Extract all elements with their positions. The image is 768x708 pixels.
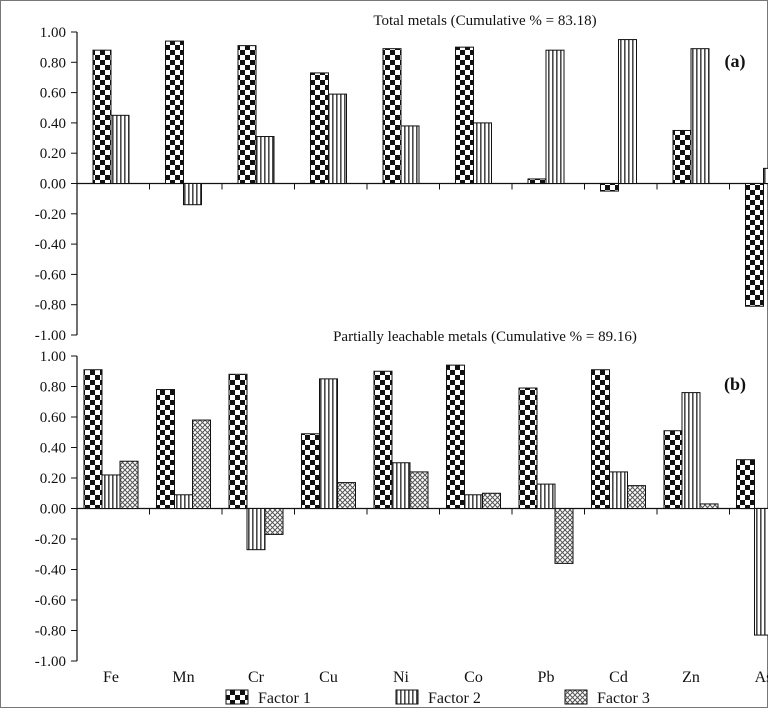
x-category-label-cd: Cd [609, 669, 628, 686]
panel-b-bar-ni-factor-1 [373, 370, 393, 509]
panel-a-bar-cr-factor-2 [255, 136, 275, 185]
panel-b-y-tick-label: 1.00 [40, 349, 66, 365]
panel-b-bar-cu-factor-2 [319, 378, 338, 509]
panel-b-bar-zn-factor-2 [681, 392, 701, 510]
panel-b-bar-cd-factor-3 [627, 485, 646, 509]
panel-b-bar-ni-factor-2 [391, 462, 411, 509]
legend: Factor 1 Factor 2 Factor 3 [225, 689, 650, 707]
panel-b-bar-ni-factor-3 [409, 471, 429, 509]
panel-b-bar-as-factor-2 [754, 508, 768, 636]
panel-b-y-tick-label: -1.00 [35, 654, 66, 670]
panel-b-y-tick-label: 0.60 [40, 410, 66, 426]
x-category-label-as: As [755, 669, 768, 686]
panel-a-y-tick-label: -1.00 [35, 328, 66, 344]
panel-a-y-tick-label: 1.00 [40, 25, 66, 41]
panel-b-bar-cr-factor-2 [246, 508, 266, 551]
panel-a-y-tick-label: 0.40 [40, 116, 66, 132]
x-category-label-ni: Ni [393, 669, 410, 686]
legend-swatch-factor-3 [564, 689, 588, 705]
panel-b-y-tick-label: -0.80 [35, 624, 66, 640]
panel-b-y-tick-label: -0.40 [35, 563, 66, 579]
panel-a-y-tick-label: -0.40 [35, 237, 66, 253]
panel-a-total-metals: Total metals (Cumulative % = 83.18) (a) … [35, 13, 768, 344]
x-category-label-cu: Cu [319, 669, 338, 686]
panel-a-bar-co-factor-1 [455, 46, 474, 185]
panel-a-y-tick-label: 0.80 [40, 55, 66, 71]
panel-a-bar-zn-factor-1 [672, 129, 692, 185]
x-category-label-mn: Mn [172, 669, 194, 686]
legend-label-factor-2: Factor 2 [428, 690, 481, 707]
x-category-label-fe: Fe [103, 669, 119, 686]
panel-a-bar-as-factor-2 [763, 167, 768, 185]
x-category-label-co: Co [464, 669, 483, 686]
panel-a-bar-pb-factor-2 [545, 49, 565, 185]
panel-b-bar-zn-factor-3 [699, 503, 719, 509]
panel-b-bar-fe-factor-1 [83, 369, 103, 509]
panel-b-title: Partially leachable metals (Cumulative %… [333, 329, 637, 345]
panel-b-bar-cd-factor-2 [609, 471, 628, 509]
panel-b-y-tick-label: 0.00 [40, 502, 66, 518]
panel-a-bar-ni-factor-2 [400, 125, 420, 184]
panel-b-bar-zn-factor-1 [663, 430, 683, 510]
panel-a-bar-fe-factor-1 [92, 49, 112, 185]
panel-a-label: (a) [725, 51, 746, 72]
panel-b-bar-as-factor-1 [736, 459, 755, 510]
panel-b-bar-co-factor-1 [446, 364, 465, 509]
panel-a-bar-co-factor-2 [473, 122, 492, 184]
x-category-label-cr: Cr [248, 669, 265, 686]
panel-b-y-tick-label: 0.20 [40, 471, 66, 487]
panel-a-bar-pb-factor-1 [527, 178, 547, 185]
panel-a-bar-mn-factor-2 [183, 183, 202, 206]
panel-b-bar-cd-factor-1 [591, 369, 610, 509]
x-category-label-pb: Pb [538, 669, 555, 686]
panel-b-y-tick-label: 0.40 [40, 441, 66, 457]
panel-b-bar-pb-factor-3 [554, 508, 574, 564]
panel-b-bar-cr-factor-3 [264, 508, 284, 535]
panel-b-bar-mn-factor-1 [156, 389, 175, 509]
legend-label-factor-1: Factor 1 [258, 690, 311, 707]
panel-b-bar-cr-factor-1 [228, 373, 248, 509]
panel-a-y-tick-label: -0.60 [35, 267, 66, 283]
panel-a-bar-ni-factor-1 [382, 48, 402, 185]
panel-b-bar-fe-factor-2 [101, 474, 121, 510]
panel-a-bar-zn-factor-2 [690, 48, 710, 185]
panel-a-bar-cd-factor-1 [600, 183, 619, 192]
panel-a-y-tick-label: 0.60 [40, 86, 66, 102]
panel-a-y-tick-label: 0.20 [40, 146, 66, 162]
panel-b-y-tick-label: -0.20 [35, 532, 66, 548]
panel-b-label: (b) [724, 374, 746, 395]
panel-a-bar-cd-factor-2 [618, 39, 637, 185]
panel-a-bar-cr-factor-1 [237, 45, 257, 185]
panel-b-bar-mn-factor-2 [174, 494, 193, 509]
panel-a-y-tick-label: -0.20 [35, 207, 66, 223]
panel-a-bar-fe-factor-2 [110, 114, 130, 184]
panel-b-partially-leachable-metals: Partially leachable metals (Cumulative %… [35, 329, 768, 686]
panel-b-bar-co-factor-2 [464, 494, 483, 509]
x-category-label-zn: Zn [682, 669, 700, 686]
panel-b-bar-pb-factor-1 [518, 387, 538, 509]
legend-label-factor-3: Factor 3 [597, 690, 650, 707]
legend-swatch-factor-1 [225, 689, 249, 705]
legend-swatch-factor-2 [395, 689, 419, 705]
panel-a-title: Total metals (Cumulative % = 83.18) [373, 13, 596, 29]
panel-b-y-tick-label: -0.60 [35, 593, 66, 609]
panel-a-y-tick-label: -0.80 [35, 298, 66, 314]
panel-b-y-tick-label: 0.80 [40, 380, 66, 396]
panel-a-bar-mn-factor-1 [165, 40, 184, 185]
panel-b-bar-pb-factor-2 [536, 483, 556, 510]
panel-b-bar-fe-factor-3 [119, 460, 139, 510]
panel-a-y-tick-label: 0.00 [40, 177, 66, 193]
panel-b-bar-cu-factor-1 [301, 433, 320, 509]
panel-a-bar-cu-factor-2 [328, 93, 347, 184]
panel-a-bar-cu-factor-1 [310, 72, 329, 184]
panel-a-bar-as-factor-1 [745, 183, 764, 307]
panel-b-bar-mn-factor-3 [192, 419, 211, 509]
panel-b-bar-co-factor-3 [482, 492, 501, 509]
panel-b-bar-cu-factor-3 [337, 482, 356, 510]
